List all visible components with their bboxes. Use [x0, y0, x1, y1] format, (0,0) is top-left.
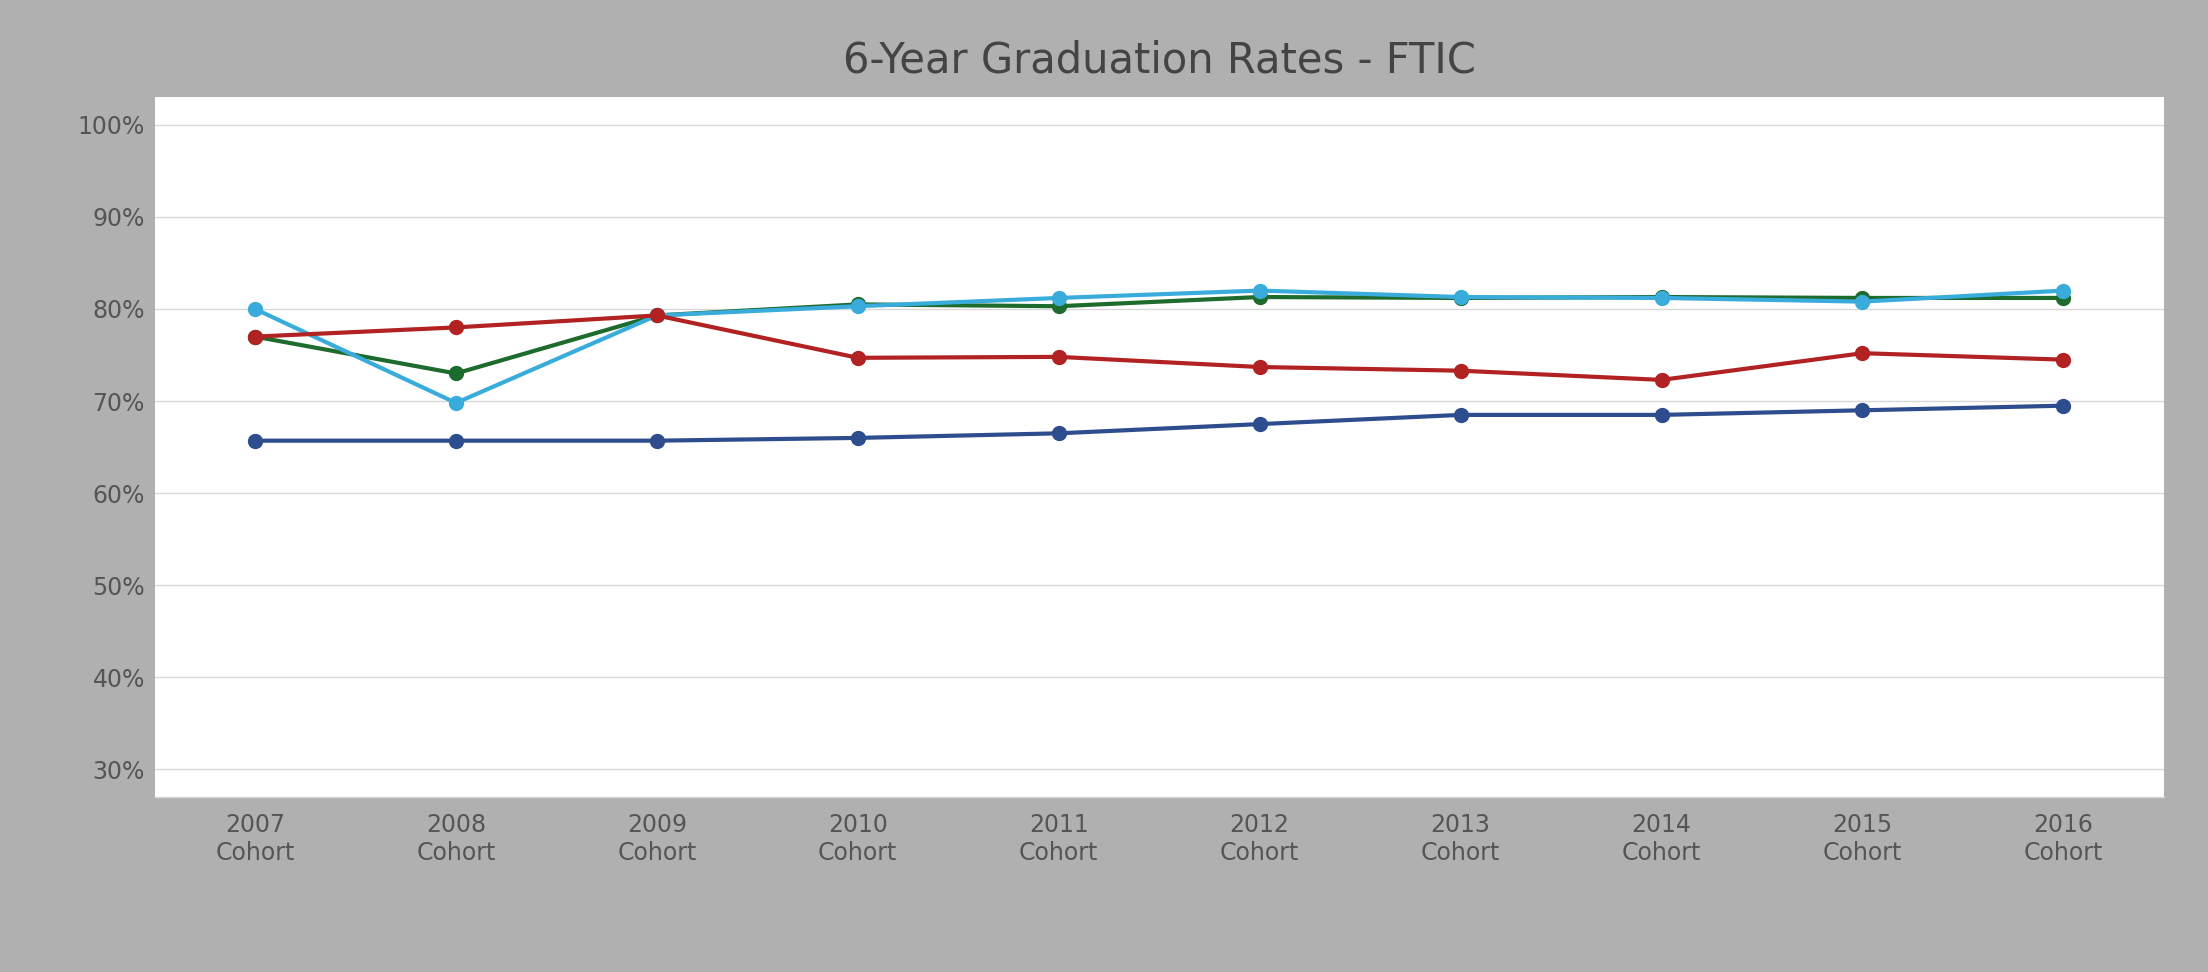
4-yr Private, not-for-profit Inst.	[1647, 409, 1674, 421]
Line: 4-yr Private, not-for-profit Inst.: 4-yr Private, not-for-profit Inst.	[247, 399, 2071, 448]
WestCoast Benchmark Institutions	[1448, 292, 1475, 303]
All Benchmark Institutions	[846, 298, 872, 310]
Seattle University	[846, 352, 872, 364]
WestCoast Benchmark Institutions	[645, 310, 671, 322]
Seattle University	[1647, 374, 1674, 386]
WestCoast Benchmark Institutions	[846, 300, 872, 312]
WestCoast Benchmark Institutions	[243, 303, 269, 315]
4-yr Private, not-for-profit Inst.	[1248, 418, 1274, 430]
All Benchmark Institutions	[442, 367, 468, 379]
4-yr Private, not-for-profit Inst.	[846, 433, 872, 444]
Line: All Benchmark Institutions: All Benchmark Institutions	[247, 290, 2071, 380]
Seattle University	[243, 330, 269, 342]
WestCoast Benchmark Institutions	[1850, 295, 1877, 307]
WestCoast Benchmark Institutions	[1047, 293, 1073, 304]
Title: 6-Year Graduation Rates - FTIC: 6-Year Graduation Rates - FTIC	[843, 39, 1475, 82]
WestCoast Benchmark Institutions	[442, 398, 468, 409]
Legend: 4-yr Private, not-for-profit Inst., All Benchmark Institutions, WestCoast Benchm: 4-yr Private, not-for-profit Inst., All …	[647, 963, 1671, 972]
WestCoast Benchmark Institutions	[2051, 285, 2078, 296]
All Benchmark Institutions	[1448, 293, 1475, 304]
Seattle University	[1248, 362, 1274, 373]
4-yr Private, not-for-profit Inst.	[1448, 409, 1475, 421]
Seattle University	[2051, 354, 2078, 365]
4-yr Private, not-for-profit Inst.	[1850, 404, 1877, 416]
All Benchmark Institutions	[2051, 293, 2078, 304]
Seattle University	[1047, 351, 1073, 363]
WestCoast Benchmark Institutions	[1647, 293, 1674, 304]
Seattle University	[645, 310, 671, 322]
Seattle University	[1850, 347, 1877, 359]
4-yr Private, not-for-profit Inst.	[442, 434, 468, 446]
Seattle University	[1448, 364, 1475, 376]
Line: WestCoast Benchmark Institutions: WestCoast Benchmark Institutions	[247, 284, 2071, 410]
All Benchmark Institutions	[645, 310, 671, 322]
4-yr Private, not-for-profit Inst.	[2051, 399, 2078, 411]
4-yr Private, not-for-profit Inst.	[243, 434, 269, 446]
4-yr Private, not-for-profit Inst.	[1047, 428, 1073, 439]
All Benchmark Institutions	[1647, 292, 1674, 303]
Seattle University	[442, 322, 468, 333]
Line: Seattle University: Seattle University	[247, 308, 2071, 387]
All Benchmark Institutions	[1248, 292, 1274, 303]
4-yr Private, not-for-profit Inst.	[645, 434, 671, 446]
WestCoast Benchmark Institutions	[1248, 285, 1274, 296]
All Benchmark Institutions	[243, 330, 269, 342]
All Benchmark Institutions	[1850, 293, 1877, 304]
All Benchmark Institutions	[1047, 300, 1073, 312]
